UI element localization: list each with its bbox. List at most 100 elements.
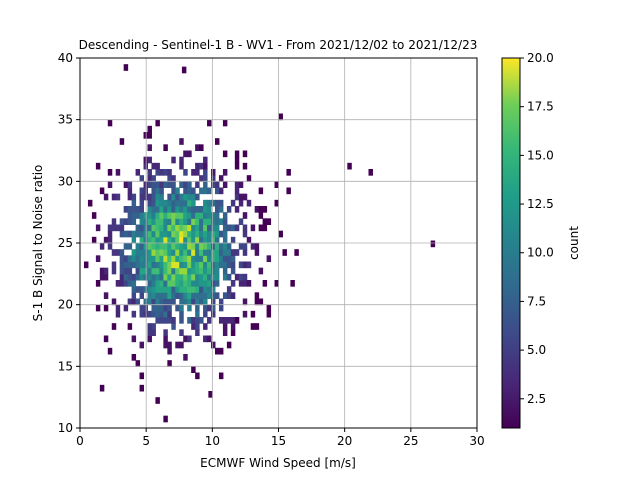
heatmap-cell — [222, 224, 228, 232]
heatmap-cell — [167, 267, 172, 275]
heatmap-cell — [242, 230, 248, 238]
heatmap-cell — [183, 224, 188, 232]
heatmap-cell — [211, 286, 216, 293]
heatmap-cell — [159, 310, 164, 318]
heatmap-cell — [123, 261, 129, 269]
heatmap-cell — [143, 267, 148, 275]
heatmap-cell — [143, 156, 148, 164]
heatmap-cell — [234, 193, 240, 201]
heatmap-cell — [242, 249, 248, 256]
heatmap-cell — [127, 206, 133, 213]
heatmap-cell — [123, 267, 129, 275]
x-axis-ticks: 0 5 10 15 20 25 30 — [76, 428, 485, 448]
heatmap-cell — [207, 243, 212, 250]
heatmap-cell — [95, 255, 101, 262]
heatmap-cell — [195, 329, 200, 336]
heatmap-cell — [131, 354, 137, 361]
heatmap-cell — [195, 224, 200, 232]
heatmap-cell — [230, 199, 236, 207]
heatmap-cell — [183, 335, 188, 343]
heatmap-cell — [211, 261, 216, 269]
heatmap-cell — [191, 280, 196, 287]
heatmap-cell — [218, 261, 224, 269]
heatmap-cell — [179, 310, 184, 318]
heatmap-cell — [187, 181, 192, 188]
heatmap-cell — [211, 298, 216, 306]
heatmap-cell — [151, 255, 156, 262]
colorbar-tick-label: 12.5 — [527, 197, 554, 211]
heatmap-cell — [167, 249, 172, 256]
heatmap-cell — [214, 138, 220, 145]
heatmap-cell — [179, 304, 184, 312]
heatmap-cell — [171, 236, 176, 244]
heatmap-cell — [199, 255, 204, 262]
heatmap-cell — [143, 162, 148, 170]
heatmap-cell — [131, 261, 137, 269]
heatmap-cell — [135, 243, 141, 250]
heatmap-cell — [127, 243, 133, 250]
heatmap-cell — [163, 415, 168, 423]
heatmap-cell — [199, 230, 204, 238]
heatmap-cell — [179, 243, 184, 250]
heatmap-cell — [131, 280, 137, 287]
heatmap-cell — [262, 280, 268, 287]
heatmap-cell — [123, 230, 129, 238]
heatmap-cell — [155, 181, 160, 188]
heatmap-cell — [159, 169, 164, 176]
heatmap-cell — [163, 292, 168, 299]
heatmap-cell — [195, 218, 200, 225]
heatmap-cell — [127, 255, 133, 262]
heatmap-cell — [107, 169, 113, 176]
heatmap-cell — [238, 218, 244, 225]
heatmap-cell — [203, 304, 208, 312]
heatmap-cell — [230, 267, 236, 275]
heatmap-cell — [147, 243, 152, 250]
heatmap-cell — [171, 230, 176, 238]
heatmap-cell — [111, 323, 117, 330]
heatmap-cell — [191, 273, 196, 281]
x-tick-label: 15 — [271, 434, 286, 448]
heatmap-cell — [147, 193, 152, 201]
heatmap-cell — [430, 240, 436, 248]
heatmap-cell — [167, 169, 172, 176]
heatmap-cell — [159, 212, 164, 219]
heatmap-cell — [214, 224, 220, 232]
heatmap-cell — [163, 236, 168, 244]
heatmap-cell — [368, 169, 373, 176]
heatmap-cell — [151, 193, 156, 201]
heatmap-cell — [167, 304, 172, 312]
heatmap-cell — [171, 156, 176, 164]
heatmap-cell — [183, 218, 188, 225]
heatmap-cell — [179, 255, 184, 262]
heatmap-cell — [147, 199, 152, 207]
heatmap-cell — [203, 286, 208, 293]
heatmap-cell — [123, 273, 129, 281]
heatmap-cell — [163, 341, 168, 349]
heatmap-cell — [127, 267, 133, 275]
heatmap-cell — [139, 199, 145, 207]
heatmap-cell — [163, 224, 168, 232]
heatmap-cell — [175, 193, 180, 201]
heatmap-cell — [163, 304, 168, 312]
heatmap-cell — [191, 267, 196, 275]
colorbar-tick-label: 10.0 — [527, 246, 554, 260]
heatmap-cell — [147, 132, 152, 139]
heatmap-cell — [143, 212, 148, 219]
heatmap-cell — [203, 267, 208, 275]
heatmap-cell — [183, 236, 188, 244]
heatmap-cell — [175, 267, 180, 275]
heatmap-cell — [131, 335, 137, 343]
heatmap-cell — [171, 199, 176, 207]
heatmap-cell — [159, 218, 164, 225]
heatmap-cell — [147, 125, 152, 133]
heatmap-cell — [238, 181, 244, 188]
heatmap-cell — [254, 292, 260, 299]
heatmap-cell — [218, 187, 224, 195]
heatmap-cell — [195, 273, 200, 281]
heatmap-cell — [242, 298, 248, 306]
heatmap-cell — [155, 212, 160, 219]
heatmap-cell — [127, 261, 133, 269]
heatmap-cell — [127, 212, 133, 219]
heatmap-cell — [143, 304, 148, 312]
y-axis-ticks: 10 15 20 25 30 35 40 — [58, 51, 80, 435]
